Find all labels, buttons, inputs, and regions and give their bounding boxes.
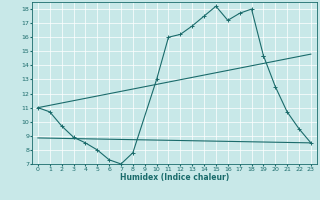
X-axis label: Humidex (Indice chaleur): Humidex (Indice chaleur) <box>120 173 229 182</box>
